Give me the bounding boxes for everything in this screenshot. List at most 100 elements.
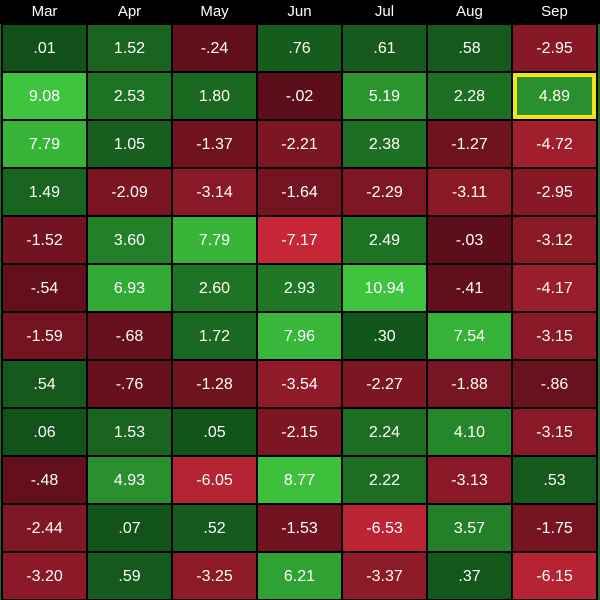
cell-value: -1.28 [196,376,233,393]
cell [258,409,341,455]
cell-value: 7.79 [29,136,60,153]
cell-value: 4.10 [454,424,485,441]
cell [173,169,256,215]
cell-value: -.02 [286,88,314,105]
cell [173,313,256,359]
cell-value: 7.79 [199,232,230,249]
cell [258,361,341,407]
cell-value: 8.77 [284,472,315,489]
cell [428,457,511,503]
cell [173,409,256,455]
cell [343,169,426,215]
column-header: Aug [456,3,483,20]
cell-value: -3.25 [196,568,233,585]
cell-value: -1.88 [451,376,488,393]
highlight-box [513,73,596,119]
cell-value: -1.64 [281,184,318,201]
cell [428,313,511,359]
cell [428,73,511,119]
cell [173,457,256,503]
cell-value: -.76 [116,376,144,393]
cell-value: 1.49 [29,184,60,201]
cell-value: -3.15 [536,328,573,345]
cell [428,361,511,407]
cell [88,217,171,263]
cell [343,553,426,599]
cell-value: 3.57 [454,520,485,537]
cell-value: -2.27 [366,376,403,393]
cell [513,217,596,263]
cell [3,553,86,599]
cell [258,73,341,119]
cell-value: -.24 [201,40,229,57]
cell-value: 7.96 [284,328,315,345]
cell [343,457,426,503]
cell [3,25,86,71]
cell [88,553,171,599]
cell [173,73,256,119]
cell [343,505,426,551]
cell-value: .61 [373,40,395,57]
cell [88,25,171,71]
cell [513,409,596,455]
cell-value: -3.15 [536,424,573,441]
cell-value: -1.75 [536,520,573,537]
cell [173,217,256,263]
cell [88,313,171,359]
cell [513,73,596,119]
cell-value: -6.53 [366,520,403,537]
cell [513,265,596,311]
cell-value: -6.15 [536,568,573,585]
cell-value: -.41 [456,280,484,297]
cell-value: 1.72 [199,328,230,345]
cell [173,361,256,407]
cell [343,313,426,359]
cell [343,217,426,263]
cell [258,169,341,215]
cell-value: 7.54 [454,328,485,345]
cell-value: 2.38 [369,136,400,153]
cell-value: .01 [33,40,55,57]
cell [88,361,171,407]
cell-value: -3.13 [451,472,488,489]
cell-value: -7.17 [281,232,318,249]
cell [258,121,341,167]
cell-value: .58 [458,40,480,57]
cell [258,265,341,311]
column-header: Apr [118,3,141,20]
cell [173,121,256,167]
cell-value: -3.54 [281,376,318,393]
cell-value: .30 [373,328,395,345]
cell [513,361,596,407]
cell [428,121,511,167]
cell-value: 2.22 [369,472,400,489]
cell [513,313,596,359]
cell-value: -4.17 [536,280,573,297]
cell-value: 1.05 [114,136,145,153]
cell [88,265,171,311]
cell [258,313,341,359]
cell-value: -4.72 [536,136,573,153]
cell-value: 4.93 [114,472,145,489]
cell-value: -2.44 [26,520,63,537]
cell [88,169,171,215]
cell-value: -3.12 [536,232,573,249]
cell-value: 1.80 [199,88,230,105]
cell-value: .07 [118,520,140,537]
cell [513,553,596,599]
cell [173,25,256,71]
cell [173,553,256,599]
cell [428,265,511,311]
cell-value: -.86 [541,376,569,393]
cell-value: -3.11 [452,184,487,201]
cell-value: -.54 [31,280,59,297]
cell [428,169,511,215]
column-header: Sep [541,3,568,20]
cell-value: -3.20 [26,568,63,585]
cell-value: -6.05 [196,472,233,489]
cell [88,73,171,119]
edge-sliver [598,24,600,600]
cell [513,505,596,551]
cell [88,409,171,455]
